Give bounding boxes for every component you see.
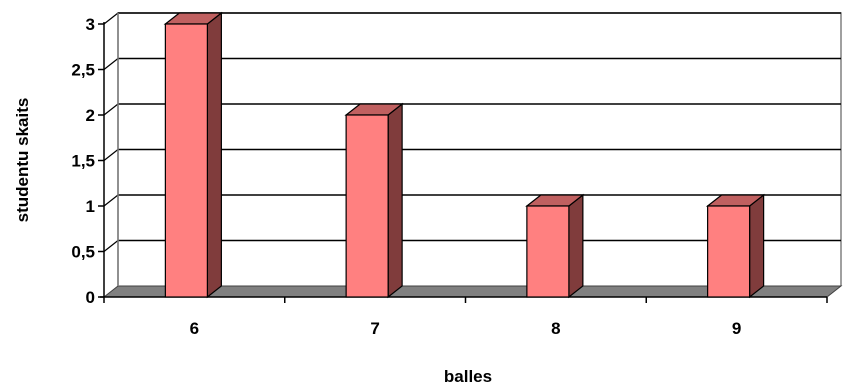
bar-8 (525, 193, 585, 299)
y-tick-label: 0,5 (71, 243, 95, 262)
bar-side (206, 11, 222, 299)
bar-front (707, 205, 751, 298)
y-tick-label: 0 (86, 288, 95, 307)
y-tick-label: 2,5 (71, 61, 95, 80)
gridline-diagonal (103, 12, 119, 25)
bar-7 (344, 102, 404, 299)
y-tick-label: 1,5 (71, 152, 95, 171)
x-tick-label: 6 (190, 319, 199, 338)
bar-9 (705, 193, 766, 299)
bar-side (387, 102, 403, 299)
x-tick-label: 7 (370, 319, 379, 338)
gridline-diagonal (103, 103, 119, 116)
y-axis-title: studentu skaits (13, 98, 32, 223)
x-tick-label: 8 (551, 319, 560, 338)
y-tick-label: 3 (86, 15, 95, 34)
bar-6 (163, 11, 224, 299)
bar-front (526, 205, 570, 298)
gridline-diagonal (103, 149, 119, 161)
x-tick-label: 9 (732, 319, 741, 338)
bar-front (164, 23, 208, 298)
x-tick-labels: 6 7 8 9 (190, 319, 742, 338)
y-tick-label: 2 (86, 106, 95, 125)
gridline-diagonal (103, 194, 119, 207)
gridline-diagonal (103, 240, 119, 252)
x-axis-title: balles (444, 367, 492, 386)
bar-side (568, 193, 584, 299)
bar-side (749, 193, 765, 299)
axes (98, 13, 828, 303)
bars (163, 11, 766, 299)
gridlines (103, 12, 841, 252)
y-tick-label: 1 (86, 197, 95, 216)
gridline-diagonal (103, 58, 119, 70)
bar-front (345, 114, 389, 298)
y-tick-labels: 0 0,5 1 1,5 2 2,5 3 (71, 15, 95, 307)
